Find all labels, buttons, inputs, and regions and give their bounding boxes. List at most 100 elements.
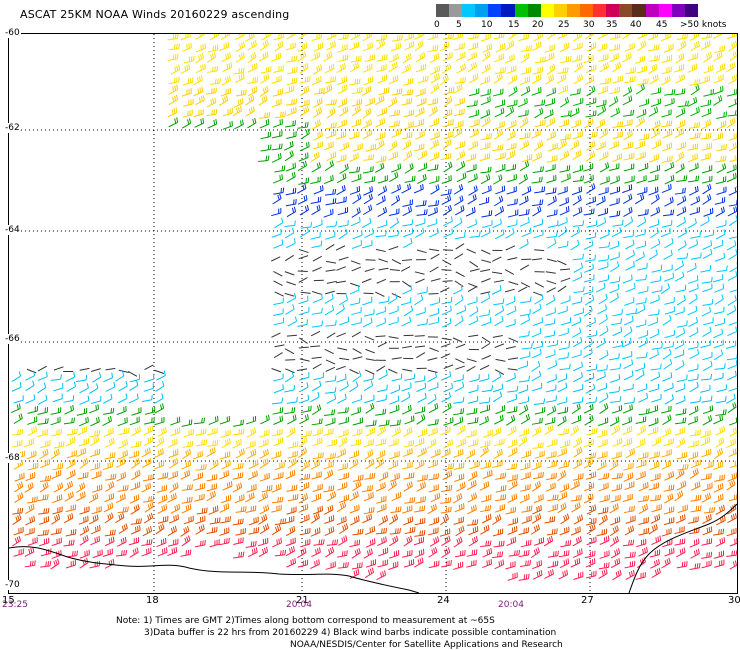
wind-barb <box>635 304 646 315</box>
wind-barb <box>337 207 349 216</box>
wind-barb <box>429 139 439 150</box>
wind-barb <box>638 517 649 525</box>
wind-barb <box>507 474 518 482</box>
wind-barb <box>401 259 412 262</box>
wind-barb <box>569 107 580 118</box>
wind-barb <box>414 548 425 559</box>
wind-barb <box>609 261 620 273</box>
wind-barb <box>169 482 179 493</box>
wind-barb <box>115 370 125 382</box>
wind-barb <box>544 417 556 426</box>
wind-barb <box>621 416 632 426</box>
wind-barb <box>90 396 102 404</box>
wind-barb <box>661 120 673 128</box>
wind-barb <box>388 336 399 339</box>
wind-barb <box>414 375 426 383</box>
wind-barb <box>25 380 35 392</box>
wind-barb <box>338 228 348 240</box>
legend-swatch <box>658 4 672 17</box>
wind-barb <box>27 537 38 546</box>
wind-barb <box>220 34 231 40</box>
wind-barb <box>663 382 674 392</box>
wind-barb <box>648 44 660 52</box>
wind-barb <box>79 525 90 536</box>
wind-barb <box>400 392 411 403</box>
wind-barb <box>729 538 737 547</box>
wind-barb <box>362 129 373 140</box>
wind-barb <box>647 426 659 436</box>
wind-barb <box>325 417 336 427</box>
wind-barb <box>532 317 543 326</box>
wind-barb <box>298 436 308 448</box>
wind-barb <box>167 525 177 537</box>
wind-barb <box>584 75 595 86</box>
wind-barb <box>312 266 322 272</box>
legend-label: 0 <box>434 20 440 30</box>
legend-swatch <box>449 4 463 17</box>
wind-barb <box>259 458 269 469</box>
wind-barb <box>400 266 411 272</box>
wind-barb <box>466 219 477 229</box>
wind-barb <box>649 219 660 229</box>
wind-barb <box>389 109 401 117</box>
wind-barb <box>170 416 181 426</box>
wind-barb <box>181 503 192 514</box>
wind-barb <box>480 524 490 535</box>
wind-barb <box>182 448 192 460</box>
wind-barb <box>24 482 34 493</box>
wind-barb <box>572 458 583 470</box>
wind-barb <box>416 413 426 425</box>
wind-barb <box>326 40 336 51</box>
wind-barb <box>261 484 273 493</box>
wind-barb <box>454 294 464 306</box>
wind-barb <box>701 448 712 458</box>
wind-barb <box>376 39 386 51</box>
wind-barb <box>533 218 544 228</box>
wind-barb <box>260 131 272 140</box>
wind-barb <box>702 405 714 415</box>
wind-barb <box>468 185 478 196</box>
wind-barb <box>415 88 426 97</box>
wind-barb <box>611 472 623 480</box>
wind-barb <box>284 385 295 393</box>
wind-barb <box>456 172 467 183</box>
wind-barb <box>573 262 583 273</box>
wind-barb <box>362 63 373 73</box>
wind-barb <box>365 538 376 548</box>
wind-barb <box>404 496 416 504</box>
wind-barb <box>651 567 661 578</box>
wind-barb <box>703 506 716 514</box>
wind-barb <box>339 381 349 392</box>
wind-map[interactable] <box>8 33 738 594</box>
wind-barb <box>675 514 686 524</box>
wind-barb <box>687 143 699 151</box>
wind-barb <box>622 52 632 63</box>
wind-barb <box>453 120 464 129</box>
wind-barb <box>286 484 298 492</box>
wind-barb <box>662 264 673 273</box>
wind-barb <box>389 269 400 271</box>
wind-barb <box>519 493 530 504</box>
wind-barb <box>311 418 323 426</box>
wind-barb <box>388 368 398 374</box>
wind-barb <box>715 176 727 185</box>
wind-barb <box>274 549 287 557</box>
wind-barb <box>375 291 385 297</box>
wind-barb <box>624 216 634 228</box>
wind-barb <box>714 294 724 305</box>
wind-barb <box>505 318 516 328</box>
wind-barb <box>638 133 650 141</box>
wind-barb <box>284 292 295 297</box>
wind-barb <box>491 426 502 437</box>
wind-barb <box>297 42 308 53</box>
wind-barb <box>14 481 24 493</box>
wind-barb <box>480 292 491 304</box>
wind-barb <box>662 372 673 382</box>
wind-barb <box>713 550 725 559</box>
wind-barb <box>648 482 659 491</box>
wind-barb <box>687 374 699 382</box>
wind-barb <box>391 259 402 265</box>
wind-barb <box>378 547 389 557</box>
wind-barb <box>585 151 596 162</box>
wind-barb <box>92 484 103 493</box>
